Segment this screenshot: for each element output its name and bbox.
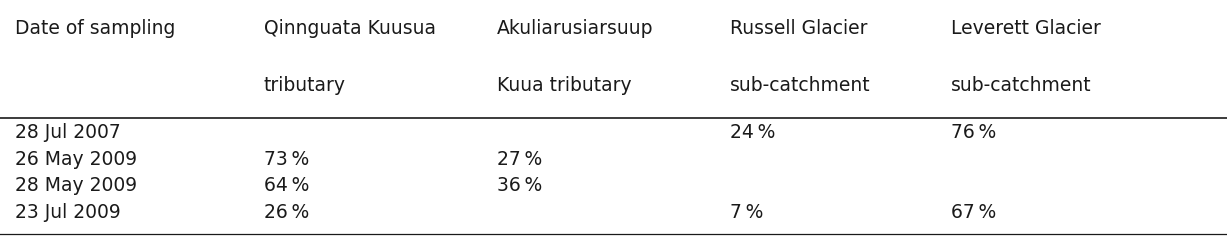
Text: sub-catchment: sub-catchment — [730, 76, 871, 95]
Text: 76 %: 76 % — [951, 123, 996, 142]
Text: 27 %: 27 % — [497, 150, 542, 169]
Text: 26 May 2009: 26 May 2009 — [15, 150, 137, 169]
Text: Russell Glacier: Russell Glacier — [730, 19, 867, 38]
Text: 26 %: 26 % — [264, 203, 309, 222]
Text: 36 %: 36 % — [497, 176, 542, 195]
Text: 7 %: 7 % — [730, 203, 763, 222]
Text: sub-catchment: sub-catchment — [951, 76, 1092, 95]
Text: 67 %: 67 % — [951, 203, 996, 222]
Text: 73 %: 73 % — [264, 150, 309, 169]
Text: Qinnguata Kuusua: Qinnguata Kuusua — [264, 19, 436, 38]
Text: 28 Jul 2007: 28 Jul 2007 — [15, 123, 120, 142]
Text: Leverett Glacier: Leverett Glacier — [951, 19, 1101, 38]
Text: Date of sampling: Date of sampling — [15, 19, 175, 38]
Text: tributary: tributary — [264, 76, 346, 95]
Text: 24 %: 24 % — [730, 123, 775, 142]
Text: 64 %: 64 % — [264, 176, 309, 195]
Text: 28 May 2009: 28 May 2009 — [15, 176, 137, 195]
Text: Akuliarusiarsuup: Akuliarusiarsuup — [497, 19, 654, 38]
Text: Kuua tributary: Kuua tributary — [497, 76, 632, 95]
Text: 23 Jul 2009: 23 Jul 2009 — [15, 203, 120, 222]
